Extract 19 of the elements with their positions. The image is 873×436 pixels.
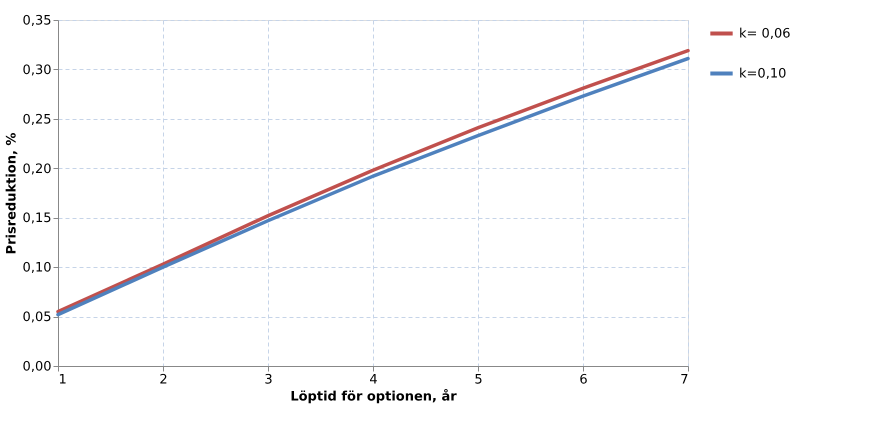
y-tick-label: 0,00 [22,360,52,374]
legend-label: k=0,10 [739,66,786,82]
y-axis-title: Prisreduktion, % [4,132,20,254]
y-tick-label: 0,25 [22,112,52,128]
x-tick-label: 7 [680,372,688,388]
x-tick-label: 1 [58,372,67,388]
x-axis-title: Löptid för optionen, år [290,388,458,404]
y-tick-label: 0,20 [22,162,52,177]
x-tick-label: 6 [579,372,588,388]
y-tick-label: 0,35 [22,14,52,28]
y-tick-label: 0,05 [22,310,52,326]
x-tick-label: 3 [264,372,273,388]
legend-label: k= 0,06 [739,26,790,42]
x-tick-label: 5 [474,372,483,388]
y-tick-label: 0,30 [22,62,52,78]
x-tick-label: 2 [159,372,168,388]
x-tick-label: 4 [369,372,378,388]
y-tick-label: 0,10 [22,260,52,276]
y-tick-label: 0,15 [22,211,52,226]
